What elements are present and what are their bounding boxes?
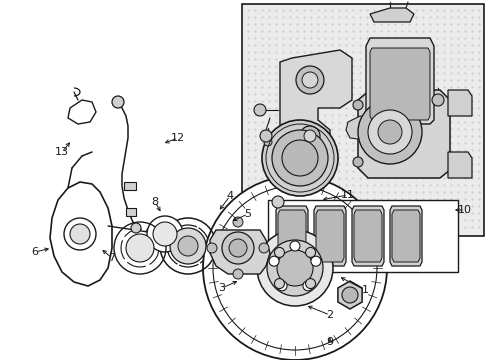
Text: 8: 8 <box>151 197 158 207</box>
Circle shape <box>259 243 268 253</box>
Text: 9: 9 <box>326 337 333 347</box>
Circle shape <box>264 138 271 146</box>
Circle shape <box>170 228 205 264</box>
Circle shape <box>431 94 443 106</box>
Circle shape <box>276 250 312 286</box>
Bar <box>267 200 457 272</box>
Polygon shape <box>357 90 449 178</box>
Circle shape <box>274 279 284 289</box>
Circle shape <box>302 281 312 291</box>
Text: 12: 12 <box>171 133 184 143</box>
Circle shape <box>310 256 320 266</box>
Circle shape <box>357 100 421 164</box>
Circle shape <box>304 130 315 142</box>
Polygon shape <box>315 210 343 262</box>
Bar <box>124 182 136 190</box>
Circle shape <box>305 279 315 289</box>
Circle shape <box>262 120 337 196</box>
Circle shape <box>305 247 315 257</box>
Circle shape <box>131 223 141 233</box>
Text: 4: 4 <box>226 191 233 201</box>
Circle shape <box>260 130 271 142</box>
Polygon shape <box>278 210 305 262</box>
Polygon shape <box>389 206 421 266</box>
Circle shape <box>295 66 324 94</box>
Text: 1: 1 <box>361 285 368 295</box>
Text: 5: 5 <box>244 209 251 219</box>
Polygon shape <box>353 210 381 262</box>
Polygon shape <box>447 152 471 178</box>
Circle shape <box>257 230 332 306</box>
Circle shape <box>289 241 299 251</box>
Circle shape <box>274 247 284 257</box>
Bar <box>242 4 483 236</box>
Circle shape <box>352 157 362 167</box>
Circle shape <box>112 96 124 108</box>
Text: 13: 13 <box>55 147 69 157</box>
Circle shape <box>70 224 90 244</box>
Polygon shape <box>369 8 413 22</box>
Circle shape <box>206 243 217 253</box>
Polygon shape <box>369 48 429 120</box>
Circle shape <box>126 234 154 262</box>
Polygon shape <box>275 206 307 266</box>
Circle shape <box>153 222 177 246</box>
Polygon shape <box>209 230 269 274</box>
Circle shape <box>352 100 362 110</box>
Text: 7: 7 <box>108 253 115 263</box>
Circle shape <box>271 196 284 208</box>
Text: 10: 10 <box>457 205 471 215</box>
Circle shape <box>64 218 96 250</box>
Circle shape <box>282 140 317 176</box>
Polygon shape <box>346 116 371 140</box>
Circle shape <box>232 269 243 279</box>
Text: 2: 2 <box>326 310 333 320</box>
Text: 6: 6 <box>31 247 39 257</box>
Circle shape <box>222 232 253 264</box>
Circle shape <box>271 130 327 186</box>
Circle shape <box>147 216 183 252</box>
Polygon shape <box>447 90 471 116</box>
Bar <box>242 4 483 236</box>
Polygon shape <box>365 38 433 124</box>
Circle shape <box>299 126 319 146</box>
Circle shape <box>228 239 246 257</box>
Circle shape <box>377 120 401 144</box>
Polygon shape <box>313 206 346 266</box>
Circle shape <box>277 281 286 291</box>
Polygon shape <box>351 206 383 266</box>
Circle shape <box>253 104 265 116</box>
Polygon shape <box>337 281 362 309</box>
Text: 3: 3 <box>218 283 225 293</box>
Text: 11: 11 <box>340 190 354 200</box>
Circle shape <box>232 217 243 227</box>
Bar <box>126 208 136 216</box>
Circle shape <box>302 72 317 88</box>
Circle shape <box>266 240 323 296</box>
Circle shape <box>203 176 386 360</box>
Polygon shape <box>391 210 419 262</box>
Circle shape <box>367 110 411 154</box>
Polygon shape <box>280 50 351 152</box>
Circle shape <box>268 256 279 266</box>
Circle shape <box>341 287 357 303</box>
Circle shape <box>178 236 198 256</box>
